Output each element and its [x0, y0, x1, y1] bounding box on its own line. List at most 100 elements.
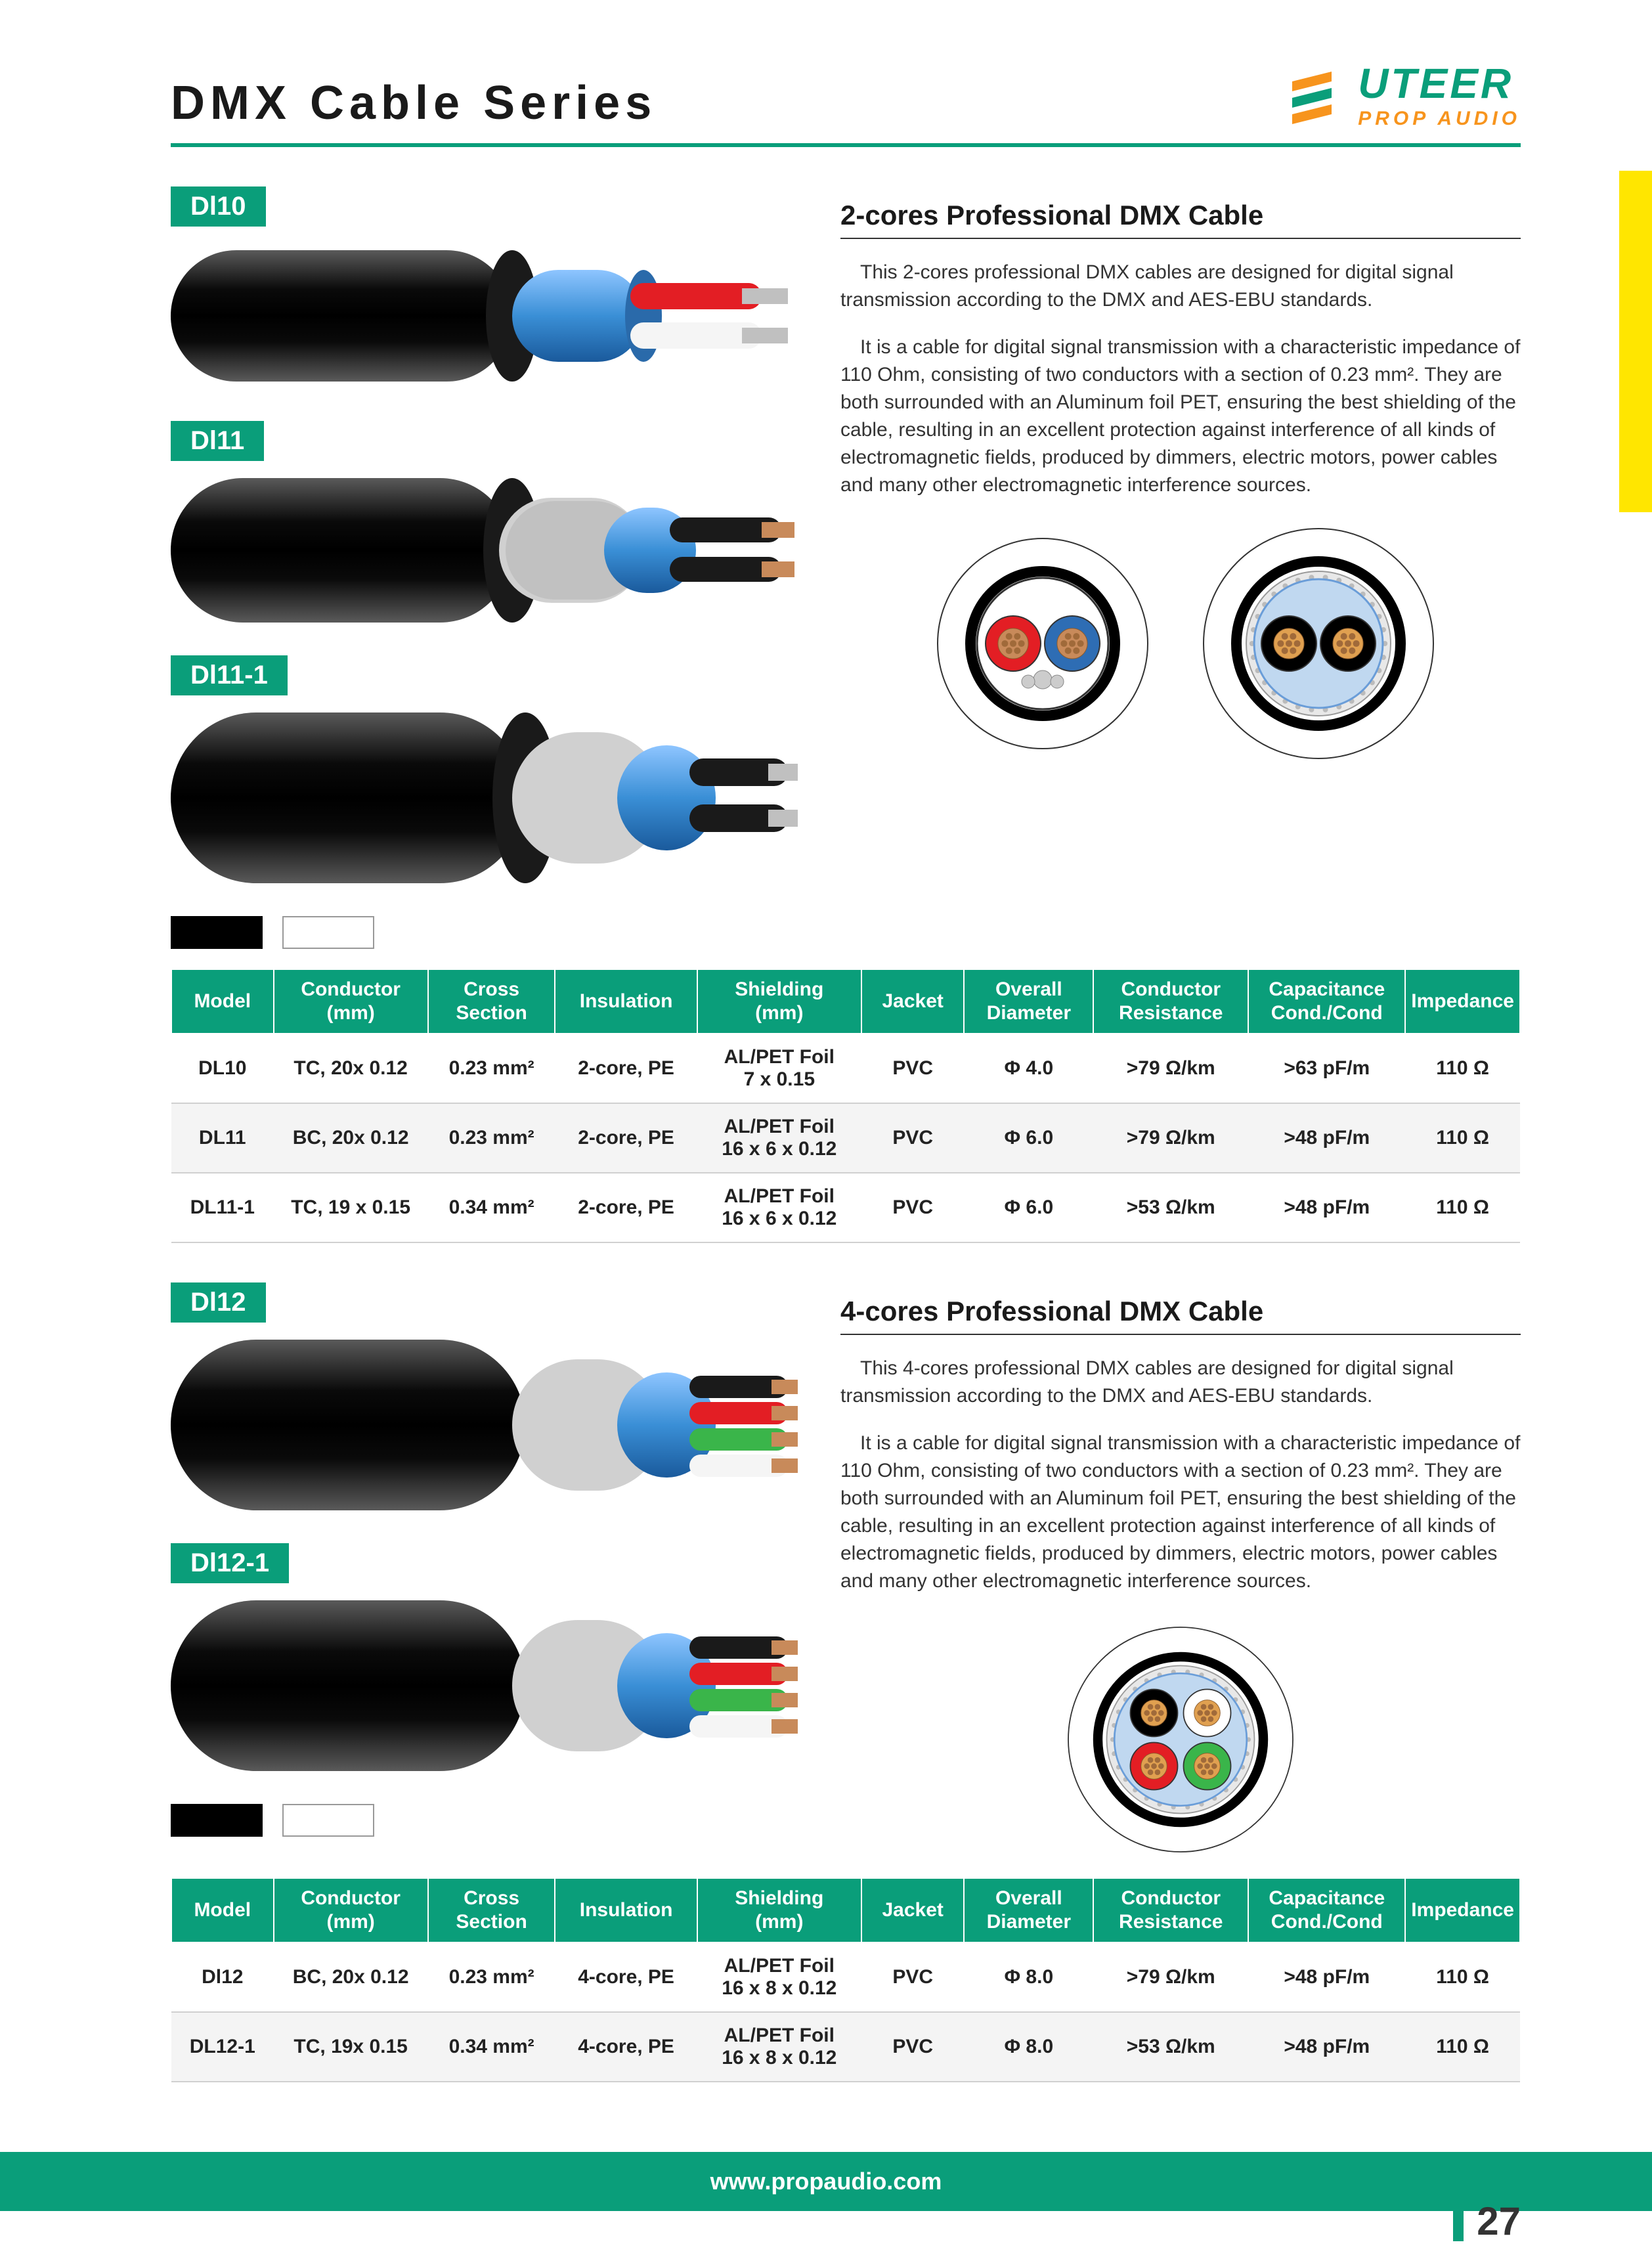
page-header: DMX Cable Series UTEER PROP AUDIO — [171, 59, 1521, 130]
table-cell: >79 Ω/km — [1093, 1103, 1248, 1173]
model-tag: Dl11-1 — [171, 655, 288, 695]
table-cell: PVC — [861, 1942, 965, 2012]
table-cell: PVC — [861, 2012, 965, 2082]
section-2core: Dl10 — [171, 186, 1521, 949]
table-cell: AL/PET Foil16 x 8 x 0.12 — [697, 2012, 861, 2082]
section-4core: Dl12 Dl12-1 — [171, 1282, 1521, 1858]
table-row: DL10TC, 20x 0.120.23 mm²2-core, PEAL/PET… — [171, 1034, 1520, 1103]
table-cell: >53 Ω/km — [1093, 1173, 1248, 1242]
swatch-white — [282, 916, 374, 949]
table-cell: BC, 20x 0.12 — [274, 1103, 428, 1173]
table-cell: 0.23 mm² — [428, 1942, 555, 2012]
page-title: DMX Cable Series — [171, 76, 657, 130]
table-cell: 110 Ω — [1405, 2012, 1520, 2082]
table-header: Model — [171, 969, 274, 1034]
table-cell: 110 Ω — [1405, 1942, 1520, 2012]
table-cell: 110 Ω — [1405, 1034, 1520, 1103]
table-cell: PVC — [861, 1173, 965, 1242]
side-tab — [1619, 171, 1652, 512]
table-header: CapacitanceCond./Cond — [1248, 969, 1405, 1034]
model-tag: Dl12 — [171, 1282, 266, 1323]
table-cell: AL/PET Foil7 x 0.15 — [697, 1034, 861, 1103]
table-header: Model — [171, 1878, 274, 1942]
table-cell: >79 Ω/km — [1093, 1034, 1248, 1103]
model-tag: Dl11 — [171, 421, 264, 461]
table-header: CapacitanceCond./Cond — [1248, 1878, 1405, 1942]
spec-table-2core: ModelConductor(mm)CrossSectionInsulation… — [171, 969, 1521, 1243]
cable-photo-dl11 — [171, 465, 801, 636]
table-cell: >48 pF/m — [1248, 2012, 1405, 2082]
logo-sub: PROP AUDIO — [1358, 108, 1521, 130]
table-row: Dl12BC, 20x 0.120.23 mm²4-core, PEAL/PET… — [171, 1942, 1520, 2012]
table-cell: AL/PET Foil16 x 6 x 0.12 — [697, 1103, 861, 1173]
table-cell: DL11-1 — [171, 1173, 274, 1242]
swatch-black — [171, 916, 263, 949]
section-para: It is a cable for digital signal transmi… — [840, 1430, 1521, 1595]
table-cell: PVC — [861, 1103, 965, 1173]
table-cell: >63 pF/m — [1248, 1034, 1405, 1103]
catalog-page: DMX Cable Series UTEER PROP AUDIO Dl10 — [0, 0, 1652, 2257]
table-cell: Φ 6.0 — [964, 1103, 1093, 1173]
table-cell: AL/PET Foil16 x 8 x 0.12 — [697, 1942, 861, 2012]
table-cell: AL/PET Foil16 x 6 x 0.12 — [697, 1173, 861, 1242]
table-cell: >53 Ω/km — [1093, 2012, 1248, 2082]
table-header: CrossSection — [428, 1878, 555, 1942]
logo-icon — [1286, 65, 1345, 124]
table-cell: 4-core, PE — [555, 2012, 697, 2082]
section-text-2core: 2-cores Professional DMX Cable This 2-co… — [840, 186, 1521, 949]
cross-section-diagram-3 — [1062, 1621, 1299, 1858]
table-cell: 4-core, PE — [555, 1942, 697, 2012]
page-number-text: 27 — [1477, 2199, 1521, 2244]
table-cell: 0.34 mm² — [428, 2012, 555, 2082]
cross-section-diagrams — [840, 1621, 1521, 1858]
table-cell: 0.23 mm² — [428, 1034, 555, 1103]
table-cell: >48 pF/m — [1248, 1103, 1405, 1173]
table-cell: 0.34 mm² — [428, 1173, 555, 1242]
table-cell: 0.23 mm² — [428, 1103, 555, 1173]
footer-url: www.propaudio.com — [710, 2168, 942, 2195]
cross-section-diagram-1 — [924, 525, 1161, 762]
table-header: Shielding(mm) — [697, 969, 861, 1034]
section-text-4core: 4-cores Professional DMX Cable This 4-co… — [840, 1282, 1521, 1858]
table-header: Jacket — [861, 1878, 965, 1942]
section-para: This 4-cores professional DMX cables are… — [840, 1355, 1521, 1410]
logo-brand: UTEER — [1358, 59, 1521, 108]
section-subtitle: 2-cores Professional DMX Cable — [840, 200, 1521, 239]
brand-logo: UTEER PROP AUDIO — [1286, 59, 1521, 130]
cable-photo-dl12 — [171, 1326, 801, 1523]
table-cell: BC, 20x 0.12 — [274, 1942, 428, 2012]
table-header: Impedance — [1405, 969, 1520, 1034]
table-header: Insulation — [555, 969, 697, 1034]
table-row: DL11-1TC, 19 x 0.150.34 mm²2-core, PEAL/… — [171, 1173, 1520, 1242]
product-images-4core: Dl12 Dl12-1 — [171, 1282, 801, 1858]
table-cell: 2-core, PE — [555, 1103, 697, 1173]
table-header: OverallDiameter — [964, 1878, 1093, 1942]
table-cell: TC, 20x 0.12 — [274, 1034, 428, 1103]
product-images-2core: Dl10 — [171, 186, 801, 949]
section-para: This 2-cores professional DMX cables are… — [840, 259, 1521, 314]
table-cell: 2-core, PE — [555, 1173, 697, 1242]
model-tag: Dl10 — [171, 186, 266, 227]
cross-section-diagram-2 — [1200, 525, 1437, 762]
logo-text: UTEER PROP AUDIO — [1358, 59, 1521, 130]
color-swatches — [171, 1804, 801, 1837]
table-header: OverallDiameter — [964, 969, 1093, 1034]
table-cell: PVC — [861, 1034, 965, 1103]
table-header: Jacket — [861, 969, 965, 1034]
cable-photo-dl11-1 — [171, 699, 801, 896]
cable-photo-dl12-1 — [171, 1587, 801, 1784]
model-tag: Dl12-1 — [171, 1543, 289, 1583]
cable-photo-dl10 — [171, 230, 801, 401]
table-cell: 110 Ω — [1405, 1173, 1520, 1242]
color-swatches — [171, 916, 801, 949]
table-header: Conductor(mm) — [274, 1878, 428, 1942]
table-cell: TC, 19x 0.15 — [274, 2012, 428, 2082]
table-row: DL12-1TC, 19x 0.150.34 mm²4-core, PEAL/P… — [171, 2012, 1520, 2082]
section-subtitle: 4-cores Professional DMX Cable — [840, 1296, 1521, 1335]
table-cell: DL12-1 — [171, 2012, 274, 2082]
table-cell: TC, 19 x 0.15 — [274, 1173, 428, 1242]
table-header: Shielding(mm) — [697, 1878, 861, 1942]
table-cell: 110 Ω — [1405, 1103, 1520, 1173]
page-number-bar — [1453, 2202, 1464, 2241]
table-cell: Φ 4.0 — [964, 1034, 1093, 1103]
